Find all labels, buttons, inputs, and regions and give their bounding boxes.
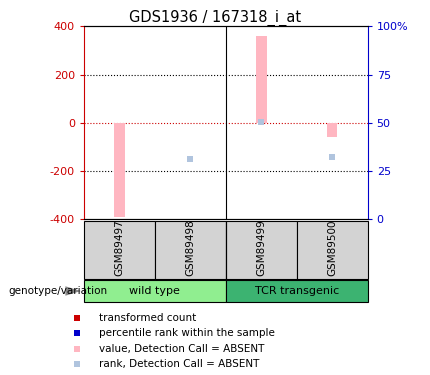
Bar [155, 221, 226, 279]
Polygon shape [65, 286, 81, 296]
Bar [226, 280, 368, 302]
Bar [297, 221, 368, 279]
Text: percentile rank within the sample: percentile rank within the sample [99, 328, 275, 338]
Text: TCR transgenic: TCR transgenic [255, 286, 339, 296]
Bar [256, 36, 267, 123]
Text: wild type: wild type [129, 286, 180, 296]
Text: genotype/variation: genotype/variation [9, 286, 108, 296]
Text: value, Detection Call = ABSENT: value, Detection Call = ABSENT [99, 344, 264, 354]
Bar [84, 221, 155, 279]
Text: GSM89499: GSM89499 [256, 219, 266, 276]
Bar [114, 123, 125, 217]
Text: GSM89498: GSM89498 [185, 219, 195, 276]
Bar [327, 123, 338, 137]
Text: GSM89500: GSM89500 [327, 219, 337, 276]
Bar [84, 280, 226, 302]
Text: GDS1936 / 167318_i_at: GDS1936 / 167318_i_at [129, 9, 301, 26]
Bar [226, 221, 297, 279]
Text: GSM89497: GSM89497 [114, 219, 124, 276]
Text: transformed count: transformed count [99, 313, 196, 323]
Text: rank, Detection Call = ABSENT: rank, Detection Call = ABSENT [99, 359, 259, 369]
